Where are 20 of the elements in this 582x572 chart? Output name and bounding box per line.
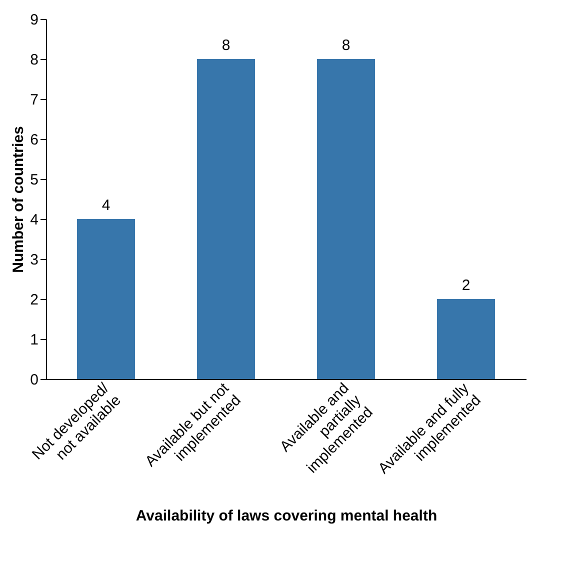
y-tick-label: 2 [30, 292, 38, 308]
bar [437, 299, 495, 379]
y-tick-label: 0 [30, 372, 38, 388]
data-label: 2 [462, 277, 470, 294]
bar [77, 219, 135, 379]
data-label: 8 [222, 37, 230, 54]
x-axis-title: Availability of laws covering mental health [136, 507, 438, 524]
data-label: 4 [102, 197, 110, 214]
y-tick-label: 6 [30, 132, 38, 148]
y-tick-label: 3 [30, 252, 38, 268]
y-tick-label: 1 [30, 332, 38, 348]
data-label: 8 [342, 37, 350, 54]
y-tick-label: 4 [30, 212, 38, 228]
y-tick-label: 5 [30, 172, 38, 188]
y-axis-title: Number of countries [10, 126, 28, 273]
y-tick-label: 9 [30, 12, 38, 28]
y-tick-label: 8 [30, 52, 38, 68]
bar [197, 59, 255, 379]
y-tick-label: 7 [30, 92, 38, 108]
bar [317, 59, 375, 379]
